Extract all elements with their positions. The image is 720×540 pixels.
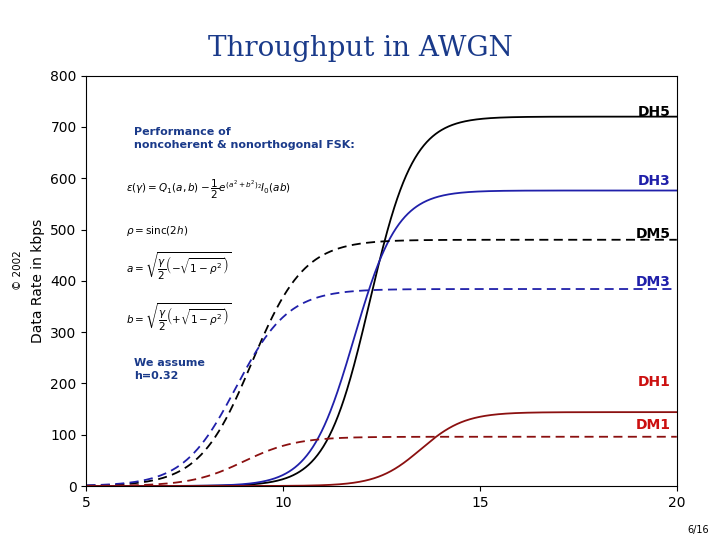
Text: DM5: DM5 xyxy=(636,227,671,241)
Text: We assume
h=0.32: We assume h=0.32 xyxy=(134,357,204,381)
Text: $\rho=\mathrm{sinc}(2h)$: $\rho=\mathrm{sinc}(2h)$ xyxy=(126,225,188,238)
Y-axis label: Data Rate in kbps: Data Rate in kbps xyxy=(31,219,45,343)
Text: DH3: DH3 xyxy=(638,174,671,188)
Text: DM3: DM3 xyxy=(636,275,671,289)
Text: $\varepsilon(\gamma)=Q_1(a,b)-\dfrac{1}{2}e^{(a^2+b^2)_2}I_0(ab)$: $\varepsilon(\gamma)=Q_1(a,b)-\dfrac{1}{… xyxy=(126,178,291,201)
Text: $a=\sqrt{\dfrac{\gamma}{2}\left(-\sqrt{1-\rho^2}\right)}$: $a=\sqrt{\dfrac{\gamma}{2}\left(-\sqrt{1… xyxy=(126,250,231,281)
Text: 6/16: 6/16 xyxy=(688,524,709,535)
Text: DM1: DM1 xyxy=(636,418,671,433)
Text: Throughput in AWGN: Throughput in AWGN xyxy=(207,35,513,62)
Text: Performance of
noncoherent & nonorthogonal FSK:: Performance of noncoherent & nonorthogon… xyxy=(134,127,354,150)
Text: $b=\sqrt{\dfrac{\gamma}{2}\left(+\sqrt{1-\rho^2}\right)}$: $b=\sqrt{\dfrac{\gamma}{2}\left(+\sqrt{1… xyxy=(126,301,231,333)
Text: © 2002: © 2002 xyxy=(13,250,23,290)
Text: DH1: DH1 xyxy=(638,375,671,389)
Text: DH5: DH5 xyxy=(638,105,671,118)
